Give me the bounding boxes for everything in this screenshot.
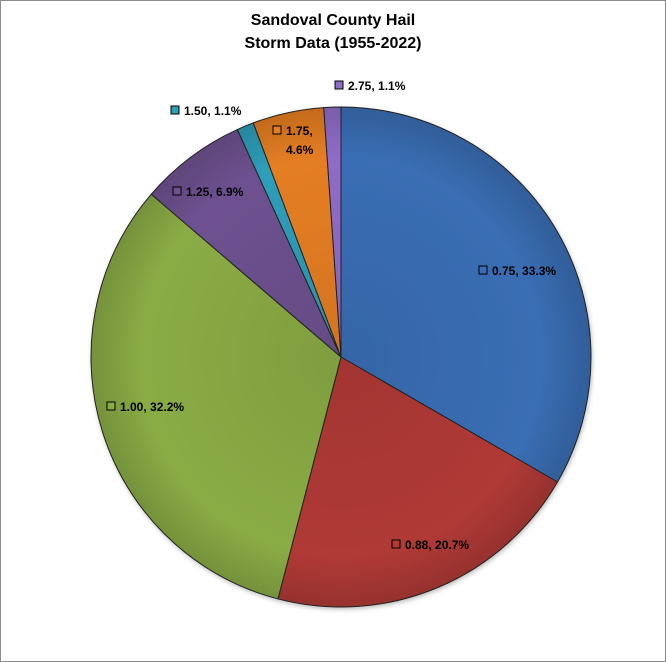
pie-slice-0.88 xyxy=(277,356,559,608)
data-label-text-0.75: 0.75, 33.3% xyxy=(492,264,556,278)
legend-key-1.25 xyxy=(172,186,182,196)
legend-key-1.00 xyxy=(106,401,116,411)
data-label-category-1.75: 1.75, xyxy=(286,124,313,138)
data-label-1.50: 1.50, 1.1% xyxy=(170,104,242,118)
data-label-text-0.88: 0.88, 20.7% xyxy=(405,538,469,552)
data-label-1.00: 1.00, 32.2% xyxy=(106,400,184,414)
legend-key-0.88 xyxy=(391,539,401,549)
legend-key-2.75 xyxy=(334,80,344,90)
data-label-1.25: 1.25, 6.9% xyxy=(172,185,244,199)
data-label-1.75: 1.75, 4.6% xyxy=(272,124,314,157)
pie-slice-0.75 xyxy=(340,106,592,483)
chart-title-line-2: Storm Data (1955-2022) xyxy=(244,35,422,52)
data-labels: 0.75, 33.3% 0.88, 20.7% 1.00, 32.2% 1.25, 6… xyxy=(106,79,556,552)
pie-slices xyxy=(90,106,592,608)
data-label-text-1.50: 1.50, 1.1% xyxy=(184,104,242,118)
data-label-text-1.00: 1.00, 32.2% xyxy=(120,400,184,414)
legend-key-0.75 xyxy=(478,265,488,275)
data-label-text-2.75: 2.75, 1.1% xyxy=(348,79,406,93)
data-label-percent-1.75: 4.6% xyxy=(286,143,314,157)
data-label-2.75: 2.75, 1.1% xyxy=(334,79,406,93)
data-label-text-1.75: 1.75, 4.6% xyxy=(286,124,314,157)
chart-title-line-1: Sandoval County Hail xyxy=(250,12,416,29)
data-label-text-1.25: 1.25, 6.9% xyxy=(186,185,244,199)
legend-key-1.75 xyxy=(272,125,282,135)
pie-slice-2.75 xyxy=(323,106,342,358)
legend-key-1.50 xyxy=(170,105,180,115)
chart-title: Sandoval County Hail Storm Data (1955-20… xyxy=(1,9,665,55)
data-label-0.88: 0.88, 20.7% xyxy=(391,538,469,552)
pie-slice-1.25 xyxy=(150,128,342,358)
data-label-0.75: 0.75, 33.3% xyxy=(478,264,556,278)
pie-slice-1.00 xyxy=(90,193,342,600)
